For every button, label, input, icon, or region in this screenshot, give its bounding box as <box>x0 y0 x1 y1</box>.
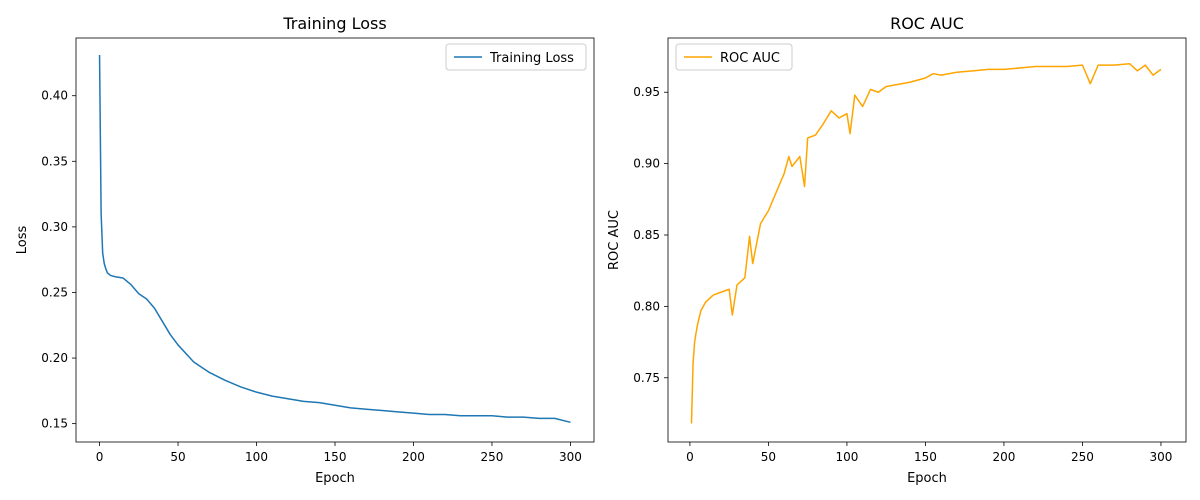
x-axis-label: Epoch <box>315 471 355 486</box>
training-loss-panel: 0 50 100 150 200 250 300 0.15 0.20 0.25 0.30 0.35 0.… <box>15 14 595 486</box>
x-tick-label: 50 <box>170 450 185 464</box>
axes-frame <box>667 37 1187 443</box>
y-tick-label: 0.30 <box>41 220 68 234</box>
y-tick-label: 0.15 <box>41 417 68 431</box>
roc-auc-panel: 0 50 100 150 200 250 300 0.75 0.80 0.85 0.90 0.95 RO… <box>607 14 1187 486</box>
x-tick-label: 150 <box>914 450 937 464</box>
y-tick-label: 0.95 <box>633 85 660 99</box>
x-tick-label: 150 <box>324 450 347 464</box>
y-tick-label: 0.80 <box>633 299 660 313</box>
legend-box <box>675 43 793 71</box>
series-line <box>98 55 571 424</box>
x-tick-label: 200 <box>992 450 1015 464</box>
chart-title: ROC AUC <box>890 14 964 33</box>
y-axis-label: Loss <box>15 226 30 255</box>
legend: Training Loss <box>445 43 587 71</box>
legend-box <box>445 43 587 71</box>
y-tick-label: 0.85 <box>633 228 660 242</box>
x-axis-label: Epoch <box>907 471 947 486</box>
x-tick-label: 0 <box>686 450 694 464</box>
legend-label: Training Loss <box>489 51 574 66</box>
series-line <box>690 62 1162 424</box>
x-tick-label: 250 <box>1071 450 1094 464</box>
y-tick-label: 0.75 <box>633 371 660 385</box>
y-tick-label: 0.90 <box>633 157 660 171</box>
legend: ROC AUC <box>675 43 793 71</box>
x-tick-label: 100 <box>835 450 858 464</box>
x-tick-label: 300 <box>1150 450 1173 464</box>
legend-label: ROC AUC <box>720 51 780 66</box>
y-tick-label: 0.35 <box>41 154 68 168</box>
x-tick-label: 250 <box>481 450 504 464</box>
chart-title: Training Loss <box>282 14 386 33</box>
axes-frame <box>75 37 595 443</box>
x-tick-label: 50 <box>761 450 776 464</box>
y-axis-label: ROC AUC <box>607 210 622 270</box>
x-tick-label: 200 <box>402 450 425 464</box>
x-tick-label: 0 <box>96 450 104 464</box>
x-tick-label: 100 <box>245 450 268 464</box>
y-tick-label: 0.20 <box>41 351 68 365</box>
y-tick-label: 0.25 <box>41 285 68 299</box>
y-tick-label: 0.40 <box>41 89 68 103</box>
x-tick-label: 300 <box>559 450 582 464</box>
